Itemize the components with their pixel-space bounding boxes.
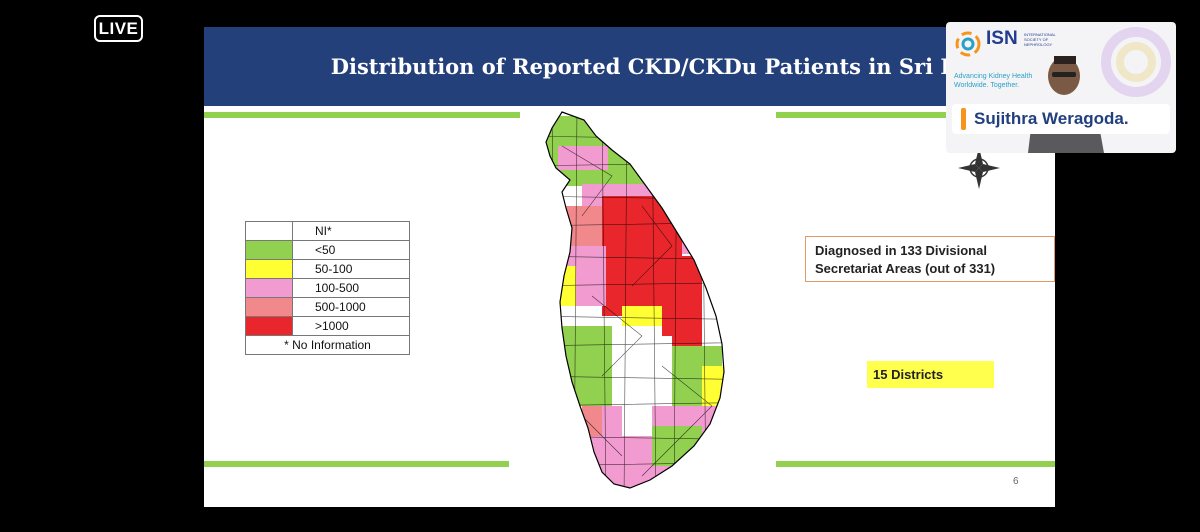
legend-label: NI* [292,221,410,241]
legend-label: <50 [292,240,410,260]
isn-logo-icon [955,31,981,57]
legend-swatch [245,278,293,298]
compass-rose-icon [958,147,1000,189]
legend-swatch [245,259,293,279]
speaker-avatar [1028,56,1104,153]
presentation-slide: Distribution of Reported CKD/CKDu Patien… [204,27,1055,507]
districts-label: 15 Districts [867,361,994,388]
live-badge: LIVE [94,15,143,42]
legend-label: 500-1000 [292,297,410,317]
map-legend: NI* <50 50-100 100-500 500-1000 >1000 * … [245,221,410,355]
slide-page-number: 6 [1013,476,1019,487]
legend-row: 100-500 [245,278,410,298]
top-right-divider [776,112,1055,118]
legend-swatch [245,221,293,241]
bottom-left-divider [204,461,509,467]
speaker-name-label: Sujithra Weragoda. [952,104,1170,134]
background-swirl-graphic [1101,27,1171,97]
speaker-name-text: Sujithra Weragoda. [974,109,1129,128]
isn-fullname: INTERNATIONAL SOCIETY OF NEPHROLOGY [1024,32,1056,47]
slide-title: Distribution of Reported CKD/CKDu Patien… [330,54,1013,79]
sri-lanka-map [522,106,777,502]
bottom-right-divider [776,461,1055,467]
legend-footnote: * No Information [245,335,410,355]
legend-row: 50-100 [245,259,410,279]
speaker-video-tile[interactable]: ISN INTERNATIONAL SOCIETY OF NEPHROLOGY … [946,22,1176,153]
divisional-areas-callout: Diagnosed in 133 Divisional Secretariat … [805,236,1055,282]
legend-row: NI* [245,221,410,241]
legend-label: >1000 [292,316,410,336]
legend-swatch [245,240,293,260]
slide-title-bar: Distribution of Reported CKD/CKDu Patien… [204,27,1055,106]
isn-tagline: Advancing Kidney Health Worldwide. Toget… [954,73,1033,89]
legend-label: 50-100 [292,259,410,279]
isn-logo-text: ISN [986,28,1018,49]
legend-swatch [245,316,293,336]
legend-row: 500-1000 [245,297,410,317]
choropleth-map-image [545,111,725,489]
top-left-divider [204,112,520,118]
legend-label: 100-500 [292,278,410,298]
legend-row: <50 [245,240,410,260]
legend-swatch [245,297,293,317]
legend-row: >1000 [245,316,410,336]
accent-bar [961,108,966,130]
legend-footnote-row: * No Information [245,335,410,355]
